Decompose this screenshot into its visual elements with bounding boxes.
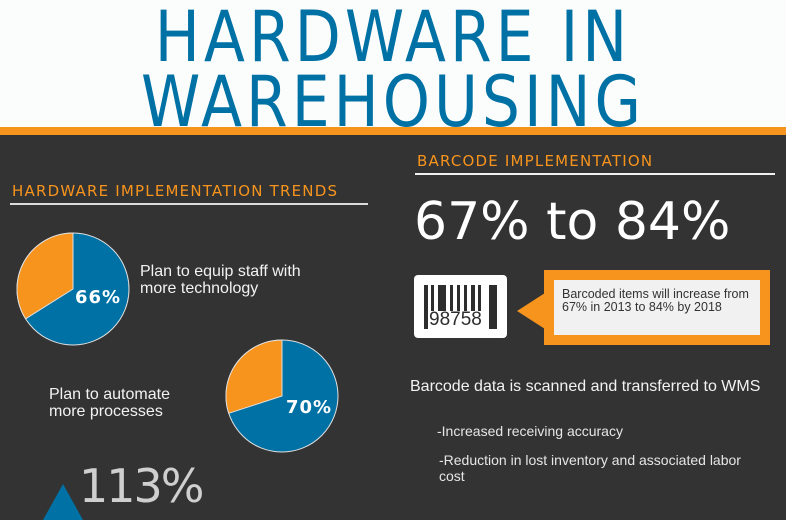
growth-stat: 113% (79, 459, 205, 513)
barcode-description: Barcode data is scanned and transferred … (410, 378, 761, 395)
barcode-range-stat: 67% to 84% (414, 192, 731, 252)
benefit-item: -Increased receiving accuracy (437, 423, 623, 439)
barcode-callout: Barcoded items will increase from 67% in… (544, 270, 770, 345)
callout-text: Barcoded items will increase from 67% in… (554, 280, 760, 335)
trends-heading-rule (10, 203, 368, 205)
up-arrow-icon (43, 484, 83, 520)
trend-caption-staff-technology: Plan to equip staff with more technology (140, 263, 301, 297)
header-banner: HARDWARE IN WAREHOUSING (0, 0, 786, 138)
trends-heading: HARDWARE IMPLEMENTATION TRENDS (12, 182, 339, 200)
page-title-line-2: WAREHOUSING (140, 61, 646, 144)
caption-line: more technology (140, 280, 259, 297)
pie-percent-label: 70% (286, 397, 333, 418)
barcode-bars (424, 285, 497, 329)
trend-caption-automate-processes: Plan to automate more processes (49, 386, 170, 420)
header-divider-bar (0, 127, 786, 135)
callout-pointer (517, 293, 545, 329)
caption-line: Plan to automate (49, 386, 170, 403)
barcode-heading-rule (415, 173, 775, 175)
pie-chart-automate-processes (225, 339, 339, 453)
pie-chart-staff-technology (16, 232, 130, 346)
caption-line: more processes (49, 403, 163, 420)
pie-percent-label: 66% (75, 287, 122, 308)
barcode-number: 98758 (428, 309, 483, 330)
caption-line: Plan to equip staff with (140, 263, 301, 280)
barcode-heading: BARCODE IMPLEMENTATION (417, 152, 654, 170)
benefit-item: -Reduction in lost inventory and associa… (439, 452, 741, 484)
page-title-line-1: HARDWARE IN (154, 0, 632, 79)
barcode-icon: 98758 (414, 275, 507, 338)
